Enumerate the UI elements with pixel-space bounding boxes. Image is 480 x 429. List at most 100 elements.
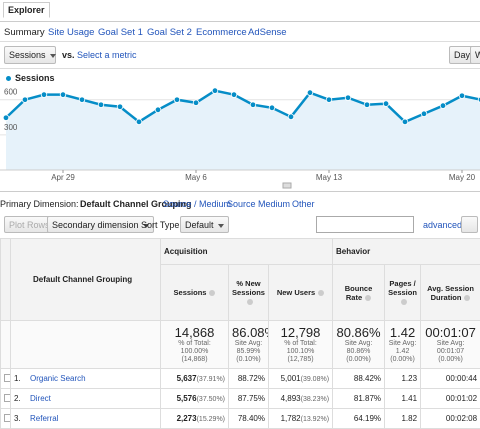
vs-label: vs.: [62, 50, 75, 60]
total-note: % of Total:: [178, 340, 211, 347]
primary-dimension-label: Primary Dimension:: [0, 199, 79, 209]
percent-of-total: (37.50%): [196, 396, 225, 403]
total-note: 00:01:07: [436, 348, 465, 355]
column-header-label: Sessions: [173, 288, 207, 297]
column-header[interactable]: Avg. Session Duration: [420, 264, 480, 321]
point: [382, 100, 390, 107]
secondary-dimension[interactable]: Secondary dimension: [47, 216, 154, 233]
column-header-label: % New Sessions: [232, 279, 265, 297]
tab[interactable]: AdSense: [248, 27, 287, 38]
total-note: (0.00%): [390, 356, 415, 363]
column-header[interactable]: Sessions: [160, 264, 229, 321]
total-note: (0.00%): [438, 356, 463, 363]
data-cell: 78.40%: [228, 408, 269, 429]
week-button[interactable]: W: [470, 46, 480, 64]
point: [97, 101, 105, 108]
line: [5, 89, 480, 124]
select-metric[interactable]: Select a metric: [77, 50, 137, 60]
tab[interactable]: Goal Set 1: [98, 27, 143, 38]
y-tick-label: 600: [4, 88, 18, 97]
point: [420, 110, 428, 117]
data-cell: 5,637(37.91%): [160, 368, 229, 389]
cell-value: 5,576: [176, 394, 197, 403]
data-cell: 64.19%: [332, 408, 386, 429]
row-index: 2.: [14, 394, 21, 403]
cell-value: 1.23: [401, 374, 418, 383]
dimension-option[interactable]: Source / Medium: [163, 199, 232, 209]
total-note: 100.10%: [286, 348, 315, 355]
explorer-tab[interactable]: Explorer: [3, 2, 50, 18]
cell-value: 78.40%: [237, 414, 265, 423]
point: [458, 92, 466, 99]
x-tick-label: May 20: [449, 173, 476, 182]
cell-value: 2,273: [176, 414, 197, 423]
help-icon: [209, 290, 216, 297]
help-icon: [464, 294, 471, 301]
cell-value: 00:00:44: [445, 374, 478, 383]
cell-value: 88.42%: [353, 374, 382, 383]
cell-value: 00:02:08: [445, 414, 478, 423]
legend-label: Sessions: [15, 73, 55, 83]
total-note: 1.42: [395, 348, 410, 355]
search-box[interactable]: [316, 216, 414, 233]
row-name[interactable]: Referral: [30, 414, 59, 423]
dimension-option[interactable]: Medium: [258, 199, 291, 209]
total-note: (12,785): [287, 356, 314, 363]
cell-value: 87.75%: [237, 394, 265, 403]
data-cell: 2,273(15.29%): [160, 408, 229, 429]
total-note: 100.00%: [180, 348, 209, 355]
point: [363, 101, 371, 108]
dimension-cell: 1. Organic Search: [10, 368, 161, 389]
total-value: 1.42: [389, 325, 416, 340]
total-note: (0.10%): [236, 356, 261, 363]
column-header[interactable]: New Users: [267, 264, 334, 321]
point: [116, 103, 124, 110]
total-note: 80.86%: [346, 348, 371, 355]
data-cell: 1.23: [384, 368, 422, 389]
total-cell: 00:01:07 Site Avg: 00:01:07 (0.00%): [420, 320, 480, 369]
percent-of-total: (37.91%): [196, 376, 225, 383]
point: [287, 113, 295, 121]
row-name[interactable]: Organic Search: [30, 374, 86, 383]
advanced-link[interactable]: advanced: [423, 220, 463, 230]
point: [401, 118, 409, 126]
checkbox[interactable]: [4, 393, 10, 402]
column-header[interactable]: % New Sessions: [228, 264, 269, 321]
tab[interactable]: Goal Set 2: [147, 27, 192, 38]
data-cell: 88.72%: [228, 368, 269, 389]
tab[interactable]: Site Usage: [48, 27, 95, 38]
dimension-option[interactable]: Other: [292, 199, 315, 209]
checkbox[interactable]: [4, 413, 10, 422]
tab[interactable]: Ecommerce: [196, 27, 247, 38]
point: [192, 99, 200, 106]
cell-value: 4,893: [280, 394, 301, 403]
data-cell: 1.41: [384, 388, 422, 409]
cell: [10, 320, 161, 369]
checkbox[interactable]: [4, 373, 10, 382]
data-cell: 00:00:44: [420, 368, 480, 389]
primary-dimension-selected: Default Channel Grouping: [80, 199, 192, 209]
data-row: 3. Referral 2,273(15.29%) 78.40% 1,782(13.92…: [0, 408, 480, 429]
total-value: 86.08%: [232, 325, 268, 340]
help-icon: [401, 299, 408, 306]
grid-view-button[interactable]: [461, 216, 478, 233]
dimension-option[interactable]: Source: [227, 199, 256, 209]
total-note: % of Total:: [284, 340, 317, 347]
help-icon: [247, 299, 253, 306]
divider: [0, 68, 480, 69]
data-cell: 00:02:08: [420, 408, 480, 429]
column-header[interactable]: Pages / Session: [384, 264, 422, 321]
row-name[interactable]: Direct: [30, 394, 51, 403]
column-header-label: New Users: [276, 288, 316, 297]
column-header[interactable]: Bounce Rate: [332, 264, 386, 321]
metric-select[interactable]: Sessions: [4, 46, 56, 64]
tab[interactable]: Summary: [4, 27, 45, 38]
check-cell: [0, 408, 11, 429]
x-tick-label: May 13: [316, 173, 343, 182]
point: [211, 87, 219, 94]
data-row: 2. Direct 5,576(37.50%) 87.75% 4,893(38.23%)…: [0, 388, 480, 409]
sort-select[interactable]: Default: [180, 216, 229, 233]
total-cell: 12,798% of Total: 100.10% (12,785): [267, 320, 334, 369]
point: [439, 102, 447, 109]
total-note: 85.99%: [236, 348, 261, 355]
